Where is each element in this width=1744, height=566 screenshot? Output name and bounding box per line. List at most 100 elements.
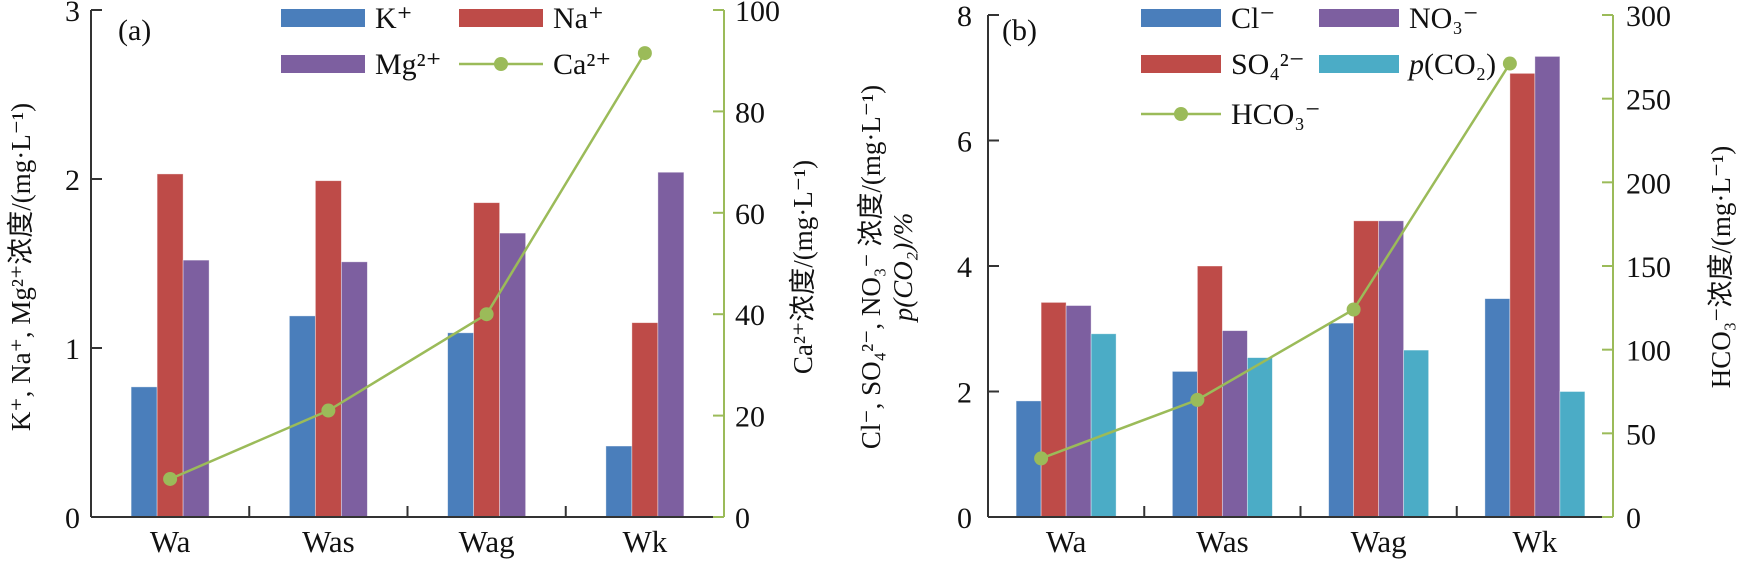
- point-ca2-wa: [163, 471, 178, 486]
- point-ca2-wk: [637, 46, 652, 61]
- bar-no3-wa: [1065, 305, 1092, 518]
- y-tick-label-right: 150: [1626, 251, 1671, 284]
- bar-na-wk: [631, 322, 659, 518]
- y-tick-label-right: 80: [735, 96, 765, 129]
- y-tick-label-right: 100: [735, 0, 780, 28]
- x-tick-label: Wag: [1351, 524, 1407, 559]
- x-tick-label: Wag: [459, 524, 515, 559]
- panel-a-line: [163, 46, 652, 486]
- y-tick-label-left: 1: [65, 333, 80, 366]
- legend-swatch-k: [281, 9, 365, 27]
- legend-label-so42: SO₄²⁻: [1231, 48, 1305, 81]
- panel-b-label: (b): [1002, 14, 1037, 47]
- bar-cl-wag: [1328, 322, 1355, 518]
- y-tick-label-left: 2: [65, 164, 80, 197]
- y-tick-label-right: 20: [735, 401, 765, 434]
- legend-label-hco3: HCO₃⁻: [1231, 98, 1321, 131]
- panel-a-ylabel-right: Ca²⁺浓度/(mg·L⁻¹): [788, 160, 818, 374]
- legend-label-no3: NO₃⁻: [1409, 2, 1479, 35]
- panel-a-legend: K⁺ Na⁺ Mg²⁺ Ca²⁺: [281, 2, 611, 81]
- y-tick-label-right: 40: [735, 299, 765, 332]
- legend-label-na: Na⁺: [553, 2, 604, 35]
- bar-pco2-was: [1246, 357, 1273, 518]
- bar-no3-wag: [1378, 220, 1405, 518]
- bar-no3-was: [1221, 330, 1248, 518]
- legend-swatch-na: [459, 9, 543, 27]
- bar-so42-wk: [1509, 72, 1536, 518]
- panel-a-ylabel-left: K⁺, Na⁺, Mg²⁺浓度/(mg·L⁻¹): [6, 103, 36, 431]
- panel-b-line: [1034, 56, 1517, 466]
- bar-mg2-wag: [499, 232, 527, 518]
- point-ca2-was: [321, 403, 336, 418]
- legend-label-ca2: Ca²⁺: [553, 48, 611, 81]
- y-tick-label-left: 0: [957, 502, 972, 535]
- bar-k-was: [288, 315, 316, 518]
- panel-a-bars: [130, 171, 685, 518]
- x-tick-label: Was: [302, 524, 355, 559]
- legend-swatch-cl: [1141, 9, 1221, 27]
- y-tick-label-right: 100: [1626, 335, 1671, 368]
- y-tick-label-right: 300: [1626, 0, 1671, 33]
- bar-k-wa: [130, 386, 158, 518]
- legend-label-cl: Cl⁻: [1231, 2, 1275, 35]
- y-tick-label-left: 6: [957, 126, 972, 159]
- legend-marker-hco3: [1174, 107, 1188, 121]
- bar-mg2-wa: [182, 259, 210, 518]
- bar-cl-was: [1171, 371, 1198, 518]
- panel-b: 0 2 4 6 8 0 50 100 150 200 250 300 Wa Was Wag Wk (b) Cl…: [856, 0, 1736, 559]
- point-hco3-was: [1190, 392, 1205, 407]
- panel-b-ylabel-right: HCO₃⁻浓度/(mg·L⁻¹): [1706, 146, 1736, 389]
- legend-swatch-pco2: [1319, 55, 1399, 73]
- y-tick-label-right: 0: [735, 502, 750, 535]
- bar-na-was: [314, 180, 342, 518]
- panel-b-ylabel-left-line2: p(CO₂)/%: [888, 213, 918, 323]
- y-tick-label-right: 0: [1626, 502, 1641, 535]
- y-tick-label-left: 0: [65, 502, 80, 535]
- y-tick-label-left: 8: [957, 0, 972, 33]
- line-hco3: [1040, 62, 1511, 460]
- bar-k-wk: [605, 445, 633, 518]
- legend-label-mg2: Mg²⁺: [375, 48, 442, 81]
- panel-a-axes: 0 1 2 3 0 20 40 60 80 100 Wa Was Wag Wk: [65, 0, 780, 559]
- x-tick-label: Wa: [1046, 524, 1087, 559]
- bar-no3-wk: [1534, 56, 1561, 518]
- x-tick-label: Wa: [150, 524, 191, 559]
- legend-swatch-mg2: [281, 55, 365, 73]
- panel-b-ylabel-left-line1: Cl⁻, SO₄²⁻, NO₃⁻ 浓度/(mg·L⁻¹): [856, 85, 886, 449]
- bar-so42-wag: [1353, 220, 1380, 518]
- legend-label-pco2: p(CO₂): [1407, 48, 1496, 81]
- legend-label-k: K⁺: [375, 2, 413, 35]
- legend-marker-ca2: [494, 57, 508, 71]
- panel-a: 0 1 2 3 0 20 40 60 80 100 Wa Was Wag Wk (a) K⁺ Na⁺ Mg²⁺…: [6, 0, 818, 559]
- y-tick-label-right: 250: [1626, 84, 1671, 117]
- panel-a-label: (a): [118, 14, 151, 47]
- y-tick-label-right: 50: [1626, 418, 1656, 451]
- point-hco3-wa: [1034, 451, 1049, 466]
- point-ca2-wag: [479, 307, 494, 322]
- y-tick-label-right: 60: [735, 198, 765, 231]
- legend-swatch-so42: [1141, 55, 1221, 73]
- x-tick-label: Wk: [1512, 524, 1557, 559]
- panel-b-bars: [1015, 56, 1586, 518]
- x-tick-label: Was: [1196, 524, 1249, 559]
- y-tick-label-left: 3: [65, 0, 80, 28]
- y-tick-label-left: 4: [957, 251, 972, 284]
- bar-pco2-wag: [1403, 349, 1430, 518]
- y-tick-label-right: 200: [1626, 167, 1671, 200]
- bar-cl-wk: [1484, 298, 1511, 518]
- bar-pco2-wa: [1090, 333, 1117, 518]
- x-tick-label: Wk: [622, 524, 667, 559]
- bar-so42-wa: [1040, 301, 1067, 518]
- point-hco3-wk: [1502, 56, 1517, 71]
- bar-na-wa: [156, 173, 184, 518]
- bar-na-wag: [473, 202, 501, 518]
- bar-mg2-wk: [657, 171, 685, 518]
- y-tick-label-left: 2: [957, 377, 972, 410]
- panel-b-legend: Cl⁻ NO₃⁻ SO₄²⁻ p(CO₂) HCO₃⁻: [1141, 2, 1496, 131]
- panel-b-axes: 0 2 4 6 8 0 50 100 150 200 250 300 Wa Was Wag Wk: [957, 0, 1671, 559]
- legend-swatch-no3: [1319, 9, 1399, 27]
- line-ca2: [169, 52, 646, 481]
- point-hco3-wag: [1346, 302, 1361, 317]
- bar-k-wag: [447, 332, 475, 518]
